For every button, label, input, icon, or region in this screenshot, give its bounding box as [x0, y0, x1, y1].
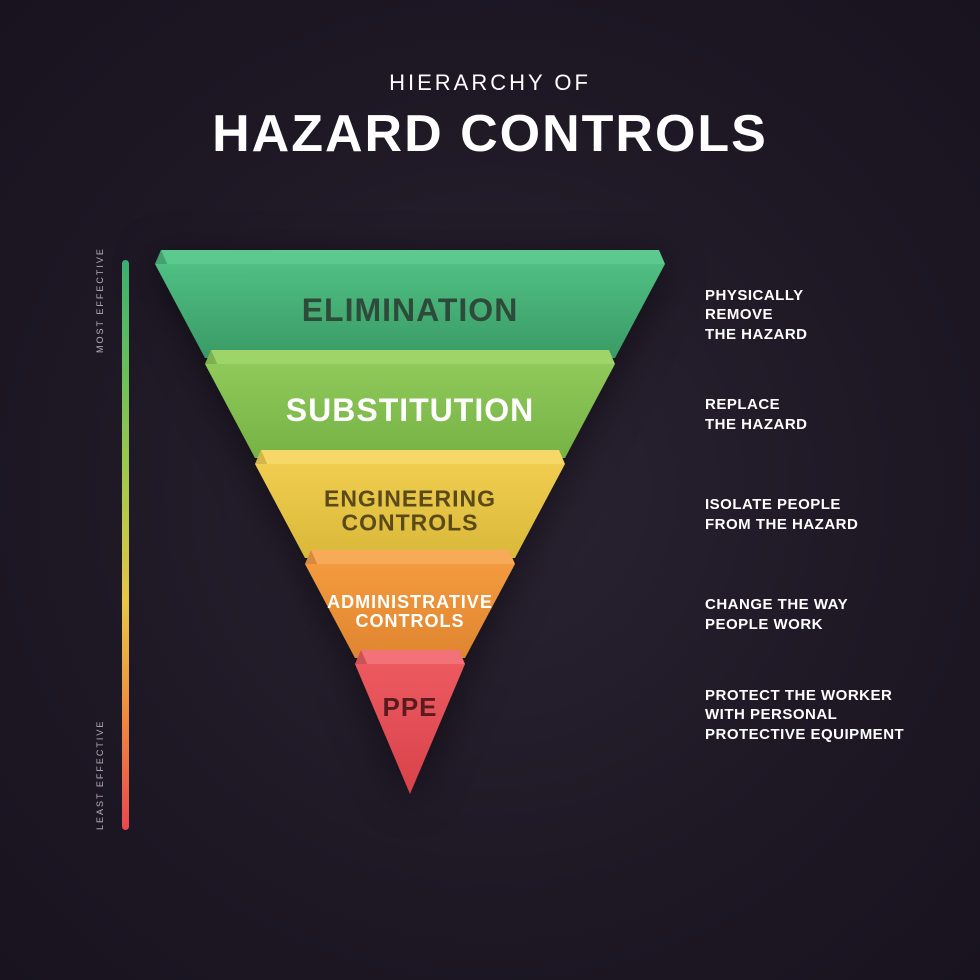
level-description: PHYSICALLYREMOVETHE HAZARD — [705, 286, 808, 345]
funnel-level-label: SUBSTITUTION — [286, 392, 534, 428]
diagram-area: MOST EFFECTIVE LEAST EFFECTIVE ELIMINATI… — [0, 260, 980, 860]
header: HIERARCHY OF HAZARD CONTROLS — [0, 0, 980, 164]
funnel-level-label: ENGINEERINGCONTROLS — [324, 485, 496, 535]
bar-label-bottom: LEAST EFFECTIVE — [95, 720, 105, 830]
funnel-level-label: ELIMINATION — [302, 292, 519, 328]
funnel-level-label: PPE — [382, 692, 437, 722]
funnel-pyramid: ELIMINATION SUBSTITUTION ENGINEERINGCONTRO… — [150, 250, 710, 870]
funnel-level — [355, 664, 465, 794]
effectiveness-bar — [122, 260, 129, 830]
main-title: HAZARD CONTROLS — [0, 104, 980, 164]
bar-label-top: MOST EFFECTIVE — [95, 247, 105, 353]
level-description: PROTECT THE WORKERWITH PERSONALPROTECTIV… — [705, 686, 904, 745]
level-description: ISOLATE PEOPLEFROM THE HAZARD — [705, 495, 858, 534]
level-description: REPLACETHE HAZARD — [705, 395, 808, 434]
pretitle: HIERARCHY OF — [0, 70, 980, 96]
level-description: CHANGE THE WAYPEOPLE WORK — [705, 595, 848, 634]
